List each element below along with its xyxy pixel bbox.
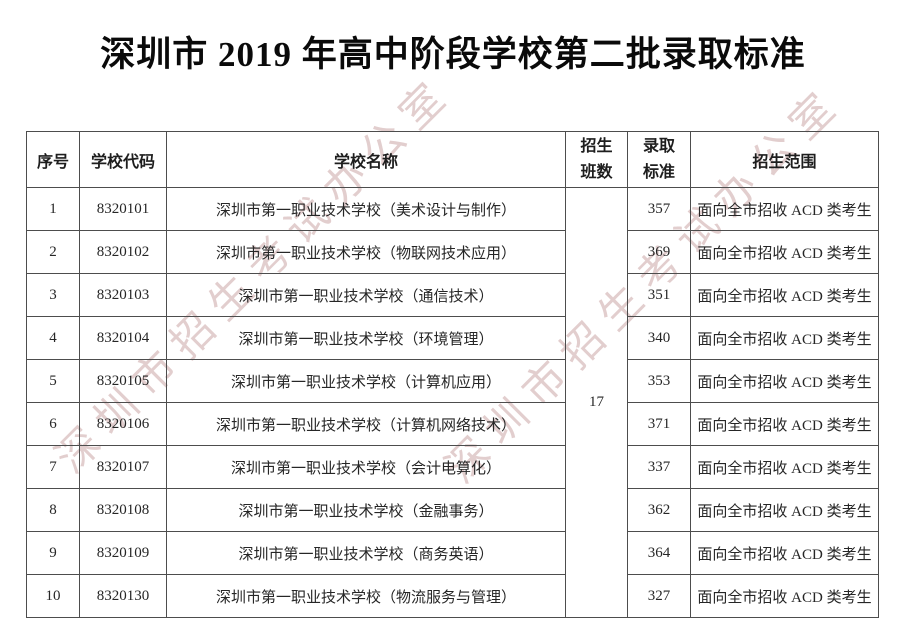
code-cell: 8320103 [79,273,167,317]
seq-cell: 7 [26,445,80,489]
standard-cell: 364 [627,531,691,575]
seq-cell: 2 [26,230,80,274]
seq-cell: 10 [26,574,80,618]
table-row: 8 8320108 深圳市第一职业技术学校（金融事务） 362 面向全市招收 A… [26,488,879,532]
header-code: 学校代码 [79,131,167,188]
table-row: 2 8320102 深圳市第一职业技术学校（物联网技术应用） 369 面向全市招… [26,230,879,274]
name-cell: 深圳市第一职业技术学校（物联网技术应用） [166,230,566,274]
standard-cell: 337 [627,445,691,489]
scope-cell: 面向全市招收 ACD 类考生 [690,402,879,446]
standard-cell: 369 [627,230,691,274]
header-scope: 招生范围 [690,131,879,188]
name-cell: 深圳市第一职业技术学校（计算机应用） [166,359,566,403]
scope-cell: 面向全市招收 ACD 类考生 [690,488,879,532]
scope-cell: 面向全市招收 ACD 类考生 [690,230,879,274]
code-cell: 8320105 [79,359,167,403]
table-row: 4 8320104 深圳市第一职业技术学校（环境管理） 340 面向全市招收 A… [26,316,879,360]
name-cell: 深圳市第一职业技术学校（环境管理） [166,316,566,360]
header-standard: 录取 标准 [627,131,691,188]
name-cell: 深圳市第一职业技术学校（美术设计与制作） [166,187,566,231]
table-row: 6 8320106 深圳市第一职业技术学校（计算机网络技术） 371 面向全市招… [26,402,879,446]
table-header-row: 序号 学校代码 学校名称 招生 班数 录取 标准 招生范围 [26,131,879,188]
standard-cell: 371 [627,402,691,446]
header-classes: 招生 班数 [565,131,628,188]
code-cell: 8320104 [79,316,167,360]
name-cell: 深圳市第一职业技术学校（金融事务） [166,488,566,532]
name-cell: 深圳市第一职业技术学校（商务英语） [166,531,566,575]
code-cell: 8320108 [79,488,167,532]
header-seq: 序号 [26,131,80,188]
code-cell: 8320101 [79,187,167,231]
seq-cell: 3 [26,273,80,317]
classes-merged-cell: 17 [565,187,628,618]
code-cell: 8320106 [79,402,167,446]
code-cell: 8320109 [79,531,167,575]
name-cell: 深圳市第一职业技术学校（计算机网络技术） [166,402,566,446]
scope-cell: 面向全市招收 ACD 类考生 [690,187,879,231]
table-row: 5 8320105 深圳市第一职业技术学校（计算机应用） 353 面向全市招收 … [26,359,879,403]
standard-cell: 340 [627,316,691,360]
seq-cell: 9 [26,531,80,575]
header-name: 学校名称 [166,131,566,188]
scope-cell: 面向全市招收 ACD 类考生 [690,359,879,403]
standard-cell: 362 [627,488,691,532]
seq-cell: 6 [26,402,80,446]
table-row: 1 8320101 深圳市第一职业技术学校（美术设计与制作） 17 357 面向… [26,187,879,618]
scope-cell: 面向全市招收 ACD 类考生 [690,445,879,489]
scope-cell: 面向全市招收 ACD 类考生 [690,574,879,618]
table-row: 3 8320103 深圳市第一职业技术学校（通信技术） 351 面向全市招收 A… [26,273,879,317]
code-cell: 8320107 [79,445,167,489]
table-row: 9 8320109 深圳市第一职业技术学校（商务英语） 364 面向全市招收 A… [26,531,879,575]
name-cell: 深圳市第一职业技术学校（物流服务与管理） [166,574,566,618]
name-cell: 深圳市第一职业技术学校（会计电算化） [166,445,566,489]
standard-cell: 327 [627,574,691,618]
seq-cell: 5 [26,359,80,403]
standard-cell: 353 [627,359,691,403]
page-title: 深圳市 2019 年高中阶段学校第二批录取标准 [100,35,806,74]
scope-cell: 面向全市招收 ACD 类考生 [690,531,879,575]
code-cell: 8320130 [79,574,167,618]
seq-cell: 4 [26,316,80,360]
table-row: 7 8320107 深圳市第一职业技术学校（会计电算化） 337 面向全市招收 … [26,445,879,489]
scope-cell: 面向全市招收 ACD 类考生 [690,316,879,360]
admission-standards-table: 序号 学校代码 学校名称 招生 班数 录取 标准 招生范围 1 8320101 … [26,131,879,618]
code-cell: 8320102 [79,230,167,274]
seq-cell: 8 [26,488,80,532]
standard-cell: 357 [627,187,691,231]
scope-cell: 面向全市招收 ACD 类考生 [690,273,879,317]
name-cell: 深圳市第一职业技术学校（通信技术） [166,273,566,317]
seq-cell: 1 [26,187,80,231]
table-row: 10 8320130 深圳市第一职业技术学校（物流服务与管理） 327 面向全市… [26,574,879,618]
standard-cell: 351 [627,273,691,317]
